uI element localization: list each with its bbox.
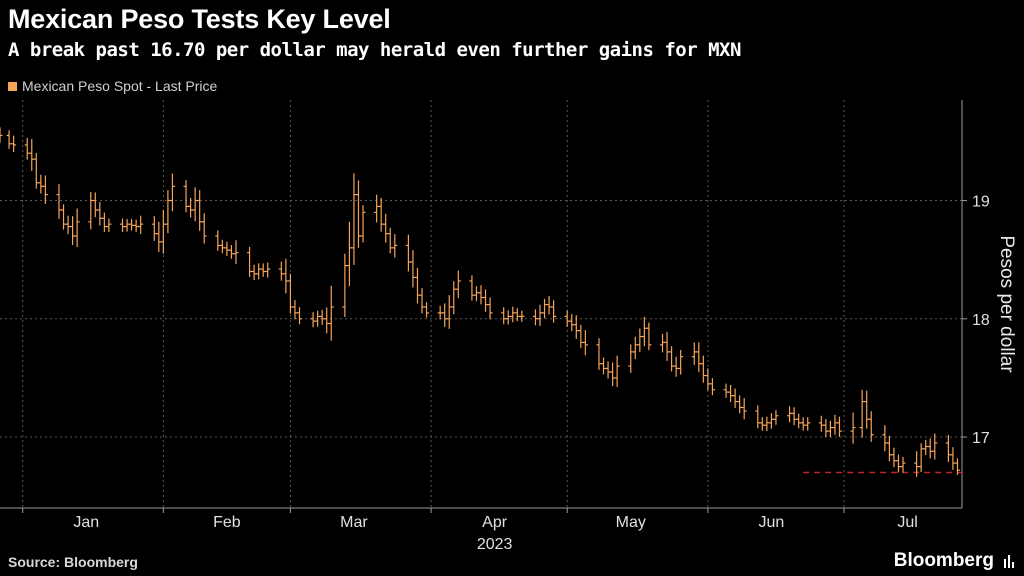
chart-subtitle: A break past 16.70 per dollar may herald… <box>8 39 741 61</box>
x-axis-year-label: 2023 <box>477 536 513 553</box>
legend-label: Mexican Peso Spot - Last Price <box>22 78 218 94</box>
source-note: Source: Bloomberg <box>8 554 138 570</box>
y-tick-label: 19 <box>972 194 990 211</box>
bloomberg-mark-icon <box>1004 555 1014 568</box>
x-tick-label: May <box>616 514 646 531</box>
y-axis-label: Pesos per dollar <box>996 235 1017 373</box>
chart-title: Mexican Peso Tests Key Level <box>8 4 391 34</box>
x-tick-label: Jul <box>897 514 917 531</box>
legend: Mexican Peso Spot - Last Price <box>8 78 217 94</box>
y-tick-label: 17 <box>972 430 990 447</box>
legend-swatch <box>8 81 17 91</box>
price-series <box>0 127 960 477</box>
x-tick-label: Jan <box>73 514 99 531</box>
y-tick-label: 18 <box>972 312 990 329</box>
x-tick-label: Apr <box>482 514 508 531</box>
x-tick-label: Feb <box>213 514 241 531</box>
x-tick-label: Jun <box>759 514 785 531</box>
brand-logo-text: Bloomberg <box>893 550 994 571</box>
x-tick-label: Mar <box>340 514 368 531</box>
